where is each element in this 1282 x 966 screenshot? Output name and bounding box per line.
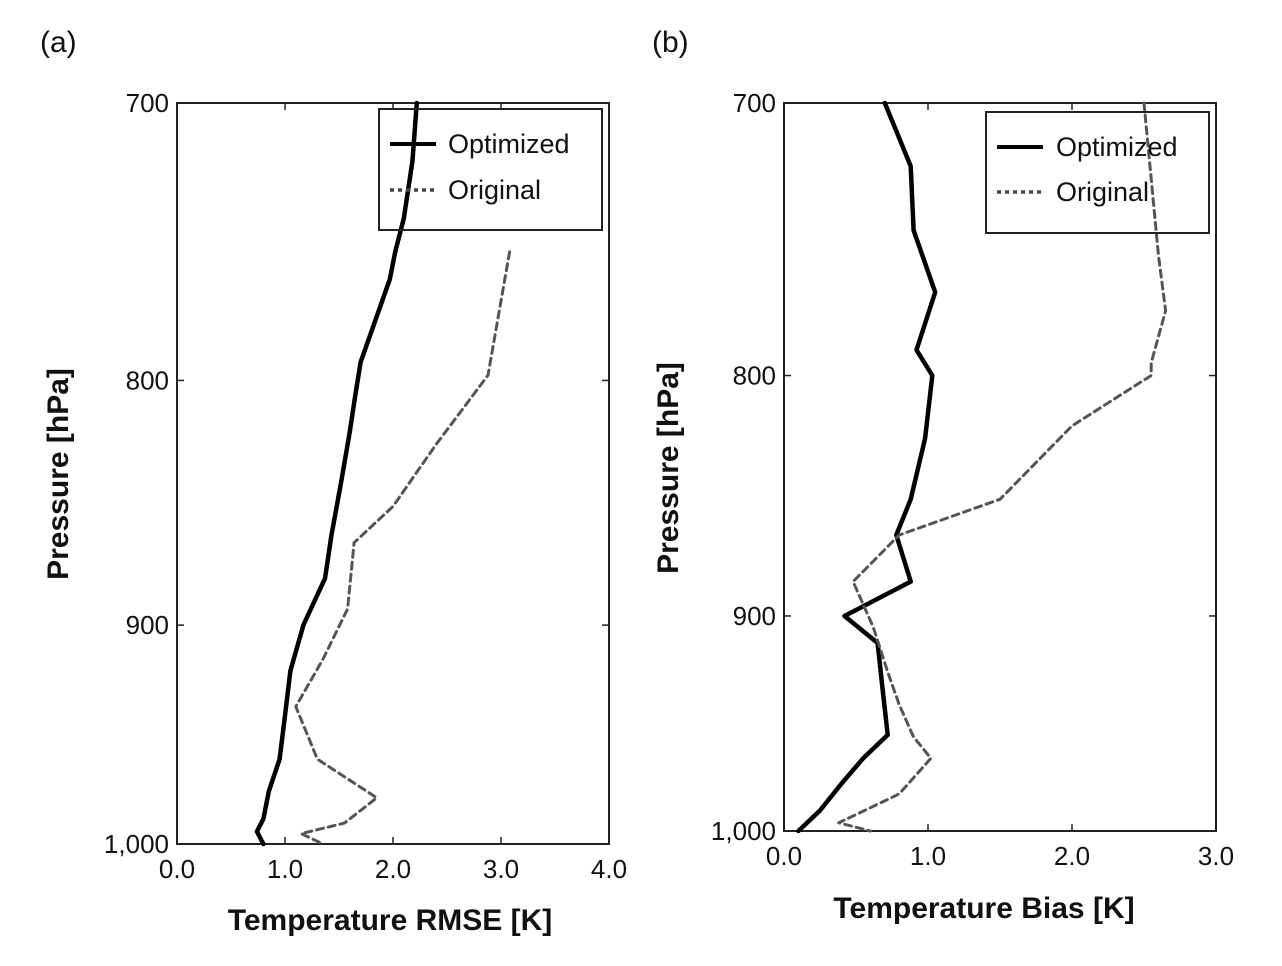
x-tick-label: 3.0 bbox=[1198, 841, 1234, 871]
series-line-optimized bbox=[254, 100, 420, 847]
panel-b-series bbox=[796, 100, 1168, 834]
y-tick-label: 900 bbox=[126, 610, 169, 640]
panel-b: (b) 700 800 900 1,000 0.0 1.0 2.0 3.0 Temperat… bbox=[652, 26, 1234, 925]
panel-b-y-ticks: 700 800 900 1,000 bbox=[711, 88, 1216, 846]
x-tick-label: 0.0 bbox=[159, 854, 195, 884]
panel-a-letter: (a) bbox=[40, 26, 77, 59]
panel-b-letter: (b) bbox=[652, 26, 689, 59]
x-tick-label: 1.0 bbox=[267, 854, 303, 884]
panel-a-plot-frame bbox=[176, 102, 610, 845]
x-tick-label: 0.0 bbox=[766, 841, 802, 871]
series-line-optimized bbox=[796, 100, 938, 834]
panel-a-legend-original-label: Original bbox=[448, 175, 541, 205]
panel-b-x-axis-title: Temperature Bias [K] bbox=[833, 892, 1134, 925]
panel-a-x-axis-title: Temperature RMSE [K] bbox=[228, 904, 553, 937]
panel-b-plot-frame bbox=[783, 102, 1217, 832]
y-tick-label: 800 bbox=[733, 361, 776, 391]
y-tick-label: 800 bbox=[126, 365, 169, 395]
panel-a: (a) 700 800 900 1,000 0.0 1.0 2.0 3.0 4.0 Tempe… bbox=[40, 26, 627, 937]
panel-b-y-axis-title: Pressure [hPa] bbox=[652, 362, 685, 574]
x-tick-label: 2.0 bbox=[1054, 841, 1090, 871]
x-tick-label: 2.0 bbox=[375, 854, 411, 884]
panel-b-x-ticks: 0.0 1.0 2.0 3.0 bbox=[766, 103, 1234, 871]
x-tick-label: 1.0 bbox=[910, 841, 946, 871]
x-tick-label: 3.0 bbox=[483, 854, 519, 884]
y-tick-label: 1,000 bbox=[104, 829, 169, 859]
panel-b-legend-optimized-label: Optimized bbox=[1056, 132, 1178, 162]
panel-a-legend-optimized-label: Optimized bbox=[448, 129, 570, 159]
panel-a-series bbox=[254, 100, 512, 847]
panel-b-legend: Optimized Original bbox=[985, 111, 1210, 234]
y-tick-label: 900 bbox=[733, 601, 776, 631]
panel-b-legend-original-label: Original bbox=[1056, 177, 1149, 207]
panel-a-legend-box bbox=[378, 108, 603, 231]
series-line-original bbox=[294, 250, 512, 846]
y-tick-label: 1,000 bbox=[711, 816, 776, 846]
x-tick-label: 4.0 bbox=[591, 854, 627, 884]
panel-a-y-axis-title: Pressure [hPa] bbox=[42, 368, 75, 580]
panel-a-y-ticks: 700 800 900 1,000 bbox=[104, 88, 609, 859]
series-line-original bbox=[837, 101, 1168, 833]
y-tick-label: 700 bbox=[733, 88, 776, 118]
y-tick-label: 700 bbox=[126, 88, 169, 118]
panel-a-x-ticks: 0.0 1.0 2.0 3.0 4.0 bbox=[159, 103, 627, 884]
panel-a-legend: Optimized Original bbox=[378, 108, 603, 231]
panel-b-legend-box bbox=[985, 111, 1210, 234]
